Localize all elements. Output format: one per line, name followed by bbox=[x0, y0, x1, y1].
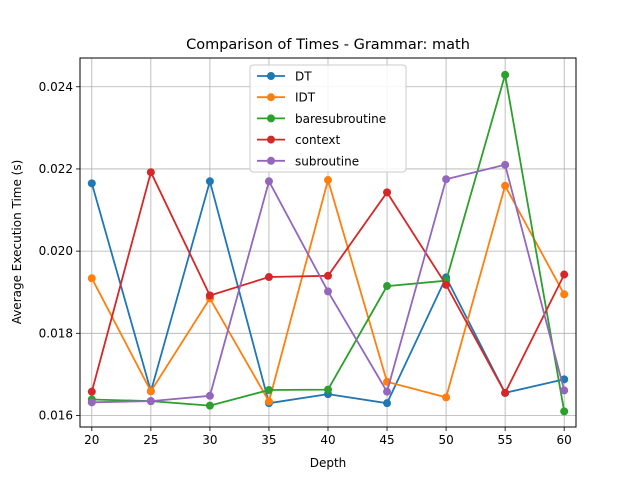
x-axis-label: Depth bbox=[310, 456, 347, 470]
data-point-context bbox=[324, 271, 332, 280]
data-point-idt bbox=[87, 274, 96, 283]
x-tick-label: 25 bbox=[143, 433, 158, 447]
legend-item-subroutine: subroutine bbox=[257, 154, 359, 168]
legend-item-baresubroutine: baresubroutine bbox=[257, 112, 386, 126]
data-point-idt bbox=[442, 393, 451, 402]
data-point-subroutine bbox=[442, 175, 451, 184]
x-tick-label: 55 bbox=[498, 433, 513, 447]
y-tick-label: 0.016 bbox=[39, 408, 73, 422]
series-subroutine bbox=[87, 160, 569, 407]
x-tick-label: 50 bbox=[438, 433, 453, 447]
x-tick-label: 60 bbox=[557, 433, 572, 447]
legend-marker bbox=[267, 93, 275, 102]
x-tick-label: 20 bbox=[84, 433, 99, 447]
y-axis: 0.016 0.018 0.020 0.022 0.024 bbox=[39, 80, 80, 422]
data-point-subroutine bbox=[146, 397, 155, 406]
series-context bbox=[87, 168, 569, 397]
legend: DT IDT baresubroutine context subroutine bbox=[249, 64, 407, 173]
legend-item-dt: DT bbox=[257, 70, 312, 84]
legend-item-idt: IDT bbox=[257, 91, 316, 105]
x-axis: 20 25 30 35 40 45 50 55 60 bbox=[84, 427, 572, 447]
data-point-baresubroutine bbox=[501, 70, 510, 79]
legend-marker bbox=[267, 114, 275, 123]
data-point-subroutine bbox=[87, 398, 96, 407]
legend-label: subroutine bbox=[295, 154, 359, 168]
legend-label: IDT bbox=[295, 91, 316, 105]
data-point-context bbox=[383, 188, 392, 197]
data-point-idt bbox=[501, 181, 510, 190]
data-point-context bbox=[501, 388, 510, 397]
data-point-idt bbox=[264, 397, 273, 406]
data-point-baresubroutine bbox=[560, 407, 569, 416]
data-point-context bbox=[205, 291, 214, 300]
data-point-subroutine bbox=[501, 160, 510, 169]
legend-marker bbox=[267, 156, 275, 165]
y-axis-label: Average Execution Time (s) bbox=[10, 160, 24, 325]
y-tick-label: 0.018 bbox=[39, 326, 73, 340]
data-point-idt bbox=[560, 290, 569, 299]
x-tick-label: 35 bbox=[261, 433, 276, 447]
data-point-context bbox=[146, 168, 155, 177]
data-point-baresubroutine bbox=[264, 386, 273, 395]
y-tick-label: 0.020 bbox=[39, 244, 73, 258]
y-tick-label: 0.024 bbox=[39, 80, 73, 94]
data-point-context bbox=[264, 273, 273, 282]
chart-title: Comparison of Times - Grammar: math bbox=[186, 37, 470, 53]
series-group bbox=[87, 70, 569, 416]
data-point-baresubroutine bbox=[383, 282, 392, 291]
data-point-dt bbox=[205, 177, 214, 186]
data-point-subroutine bbox=[205, 391, 214, 400]
x-tick-label: 40 bbox=[320, 433, 335, 447]
legend-item-context: context bbox=[257, 133, 341, 147]
x-tick-label: 30 bbox=[202, 433, 217, 447]
data-point-subroutine bbox=[324, 287, 332, 296]
x-tick-label: 45 bbox=[379, 433, 394, 447]
legend-marker bbox=[267, 135, 275, 144]
data-point-dt bbox=[383, 399, 392, 408]
data-point-context bbox=[442, 280, 451, 289]
data-point-baresubroutine bbox=[324, 385, 332, 394]
legend-box bbox=[249, 64, 407, 173]
data-point-baresubroutine bbox=[205, 401, 214, 410]
legend-label: baresubroutine bbox=[295, 112, 386, 126]
legend-label: context bbox=[295, 133, 341, 147]
data-point-idt bbox=[324, 176, 332, 185]
data-point-context bbox=[560, 270, 569, 279]
data-point-subroutine bbox=[560, 386, 569, 395]
data-point-idt bbox=[146, 387, 155, 396]
data-point-subroutine bbox=[264, 177, 273, 186]
y-tick-label: 0.022 bbox=[39, 162, 73, 176]
legend-marker bbox=[267, 72, 275, 80]
data-point-subroutine bbox=[383, 387, 392, 396]
data-point-context bbox=[87, 387, 96, 396]
legend-label: DT bbox=[295, 70, 312, 84]
data-point-dt bbox=[87, 179, 96, 188]
